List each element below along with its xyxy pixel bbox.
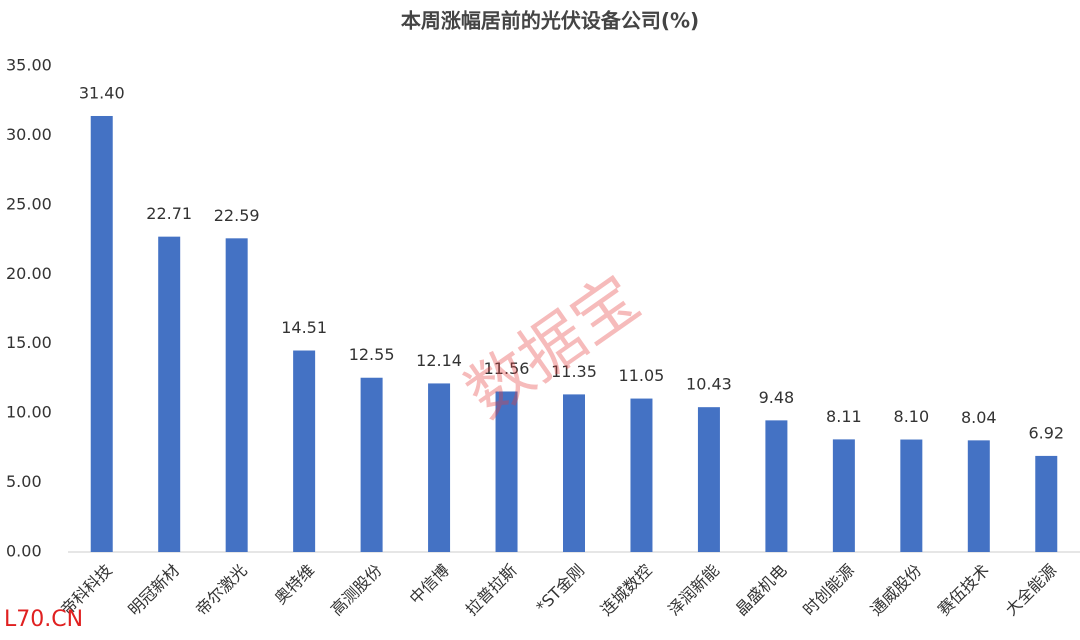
x-tick-label: 中信博 — [406, 561, 453, 608]
value-label: 22.71 — [146, 204, 192, 223]
x-tick-label: 晶盛机电 — [732, 561, 791, 620]
y-tick-label: 30.00 — [6, 125, 52, 144]
y-tick-label: 0.00 — [6, 542, 42, 561]
bar — [900, 439, 923, 552]
y-tick-label: 35.00 — [6, 56, 52, 75]
x-tick-label: 赛伍技术 — [934, 561, 993, 620]
bar — [630, 398, 653, 552]
value-label: 22.59 — [214, 206, 260, 225]
value-label: 11.56 — [484, 359, 530, 378]
source-mark: L70.CN — [4, 607, 83, 632]
x-tick-label: 时创能源 — [799, 561, 858, 620]
x-tick-label: 拉普拉斯 — [462, 561, 521, 620]
y-tick-label: 10.00 — [6, 403, 52, 422]
bar — [765, 420, 788, 552]
bar — [1035, 455, 1058, 552]
bar — [832, 439, 855, 552]
value-label: 14.51 — [281, 318, 327, 337]
value-label: 8.04 — [961, 408, 997, 427]
x-tick-label: 帝尔激光 — [192, 561, 251, 620]
value-label: 8.10 — [894, 407, 930, 426]
x-tick-label: 泽润新能 — [664, 561, 723, 620]
y-tick-label: 15.00 — [6, 333, 52, 352]
bar — [563, 394, 585, 552]
y-tick-label: 25.00 — [6, 194, 52, 213]
watermark: 数据宝 — [453, 262, 653, 433]
bar — [158, 236, 181, 552]
x-tick-label: 奥特维 — [271, 561, 318, 608]
y-tick-label: 5.00 — [6, 472, 42, 491]
value-label: 9.48 — [759, 388, 795, 407]
value-label: 12.14 — [416, 351, 462, 370]
bar — [495, 391, 518, 552]
x-tick-label: 通威股份 — [867, 561, 926, 620]
x-tick-label: 明冠新材 — [125, 561, 184, 620]
bar — [293, 350, 316, 552]
value-label: 31.40 — [79, 83, 125, 102]
bar — [428, 383, 451, 552]
value-label: 11.35 — [551, 362, 597, 381]
value-label: 11.05 — [619, 366, 665, 385]
y-tick-label: 20.00 — [6, 264, 52, 283]
x-tick-label: 连城数控 — [597, 561, 656, 620]
value-label: 12.55 — [349, 345, 395, 364]
bar — [90, 115, 113, 552]
bar — [697, 407, 720, 552]
x-tick-label: *ST金刚 — [532, 561, 588, 617]
value-label: 8.11 — [826, 407, 862, 426]
bar — [225, 238, 248, 552]
value-label: 10.43 — [686, 375, 732, 394]
bar — [360, 377, 383, 552]
x-tick-label: 高测股份 — [327, 561, 386, 620]
chart-title: 本周涨幅居前的光伏设备公司(%) — [401, 9, 699, 33]
bar — [967, 440, 990, 552]
x-tick-label: 大全能源 — [1002, 561, 1061, 620]
value-label: 6.92 — [1028, 423, 1064, 442]
